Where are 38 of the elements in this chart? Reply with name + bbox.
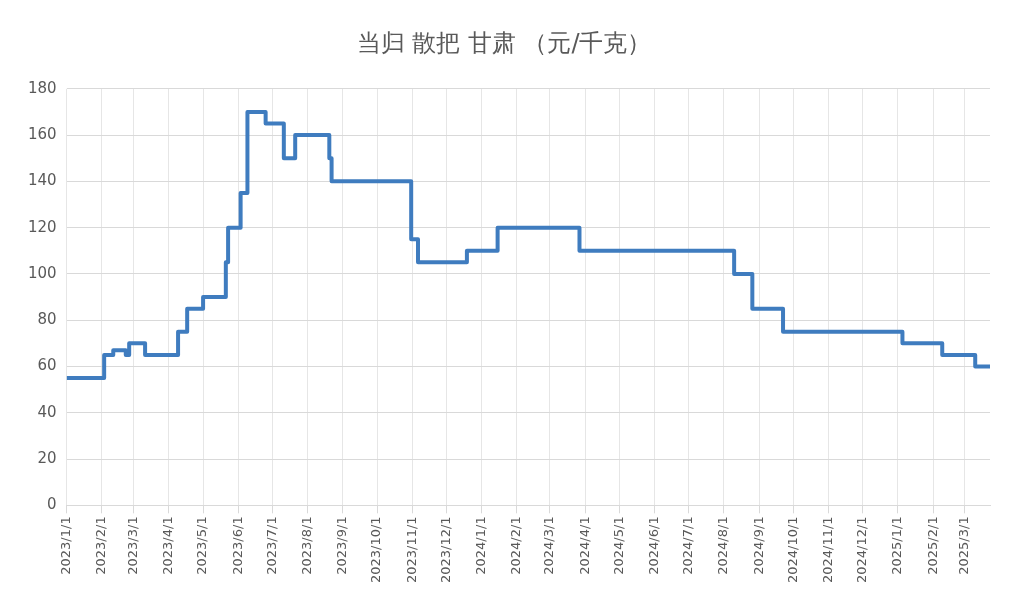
y-tick-label: 60 xyxy=(37,356,57,375)
x-tick-label: 2024/11/1 xyxy=(819,516,835,584)
x-tick-label: 2023/7/1 xyxy=(263,516,279,575)
x-tick-label: 2023/4/1 xyxy=(160,516,176,575)
x-tick-label: 2024/10/1 xyxy=(784,516,800,584)
x-tick-label: 2023/10/1 xyxy=(368,516,384,584)
x-tick-label: 2023/12/1 xyxy=(437,516,453,584)
x-tick-label: 2024/9/1 xyxy=(750,516,766,575)
x-tick-label: 2023/8/1 xyxy=(299,516,315,575)
x-tick-label: 2024/7/1 xyxy=(680,516,696,575)
y-tick-label: 40 xyxy=(37,402,57,421)
x-tick-label: 2024/8/1 xyxy=(715,516,731,575)
x-tick-label: 2023/11/1 xyxy=(403,516,419,584)
x-tick-label: 2025/2/1 xyxy=(924,516,940,575)
x-tick-label: 2023/3/1 xyxy=(125,516,141,575)
x-tick-label: 2024/5/1 xyxy=(610,516,626,575)
y-tick-label: 120 xyxy=(27,217,57,236)
x-tick-label: 2024/12/1 xyxy=(854,516,870,584)
x-tick-label: 2025/3/1 xyxy=(956,516,972,575)
chart-title: 当归 散把 甘肃 （元/千克） xyxy=(356,28,652,57)
x-tick-label: 2023/2/1 xyxy=(93,516,109,575)
y-tick-label: 0 xyxy=(47,495,57,514)
x-tick-label: 2024/2/1 xyxy=(508,516,524,575)
x-tick-label: 2025/1/1 xyxy=(889,516,905,575)
x-tick-label: 2024/3/1 xyxy=(541,516,557,575)
y-tick-label: 160 xyxy=(27,124,57,143)
x-tick-label: 2024/4/1 xyxy=(576,516,592,575)
x-tick-label: 2023/9/1 xyxy=(334,516,350,575)
x-tick-label: 2024/1/1 xyxy=(473,516,489,575)
x-tick-label: 2023/6/1 xyxy=(229,516,245,575)
x-tick-label: 2023/1/1 xyxy=(58,516,74,575)
y-tick-label: 80 xyxy=(37,310,57,329)
x-tick-label: 2024/6/1 xyxy=(645,516,661,575)
x-tick-label: 2023/5/1 xyxy=(194,516,210,575)
y-tick-label: 180 xyxy=(27,78,57,97)
y-tick-label: 100 xyxy=(27,263,57,282)
y-tick-label: 20 xyxy=(37,448,57,467)
y-tick-label: 140 xyxy=(27,171,57,190)
